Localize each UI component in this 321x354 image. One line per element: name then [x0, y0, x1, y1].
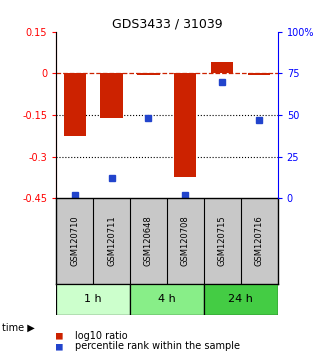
Text: percentile rank within the sample: percentile rank within the sample: [75, 341, 240, 351]
Text: time ▶: time ▶: [2, 322, 34, 332]
Text: log10 ratio: log10 ratio: [75, 331, 128, 341]
Bar: [130, 284, 204, 315]
Text: ■: ■: [56, 331, 63, 341]
Text: 24 h: 24 h: [228, 294, 253, 304]
Text: GSM120710: GSM120710: [70, 216, 79, 267]
Text: ■: ■: [56, 341, 63, 351]
Text: GSM120708: GSM120708: [181, 216, 190, 267]
Text: 4 h: 4 h: [158, 294, 176, 304]
Bar: [248, 74, 270, 75]
Text: GSM120715: GSM120715: [218, 216, 227, 267]
Bar: [211, 62, 233, 74]
Bar: [174, 74, 196, 177]
Title: GDS3433 / 31039: GDS3433 / 31039: [112, 18, 222, 31]
Text: 1 h: 1 h: [84, 294, 102, 304]
Bar: [137, 74, 160, 75]
Text: GSM120716: GSM120716: [255, 216, 264, 267]
Bar: [64, 74, 86, 136]
Text: GSM120711: GSM120711: [107, 216, 116, 267]
Bar: [56, 284, 130, 315]
Bar: [204, 284, 278, 315]
Bar: [100, 74, 123, 118]
Text: GSM120648: GSM120648: [144, 216, 153, 267]
